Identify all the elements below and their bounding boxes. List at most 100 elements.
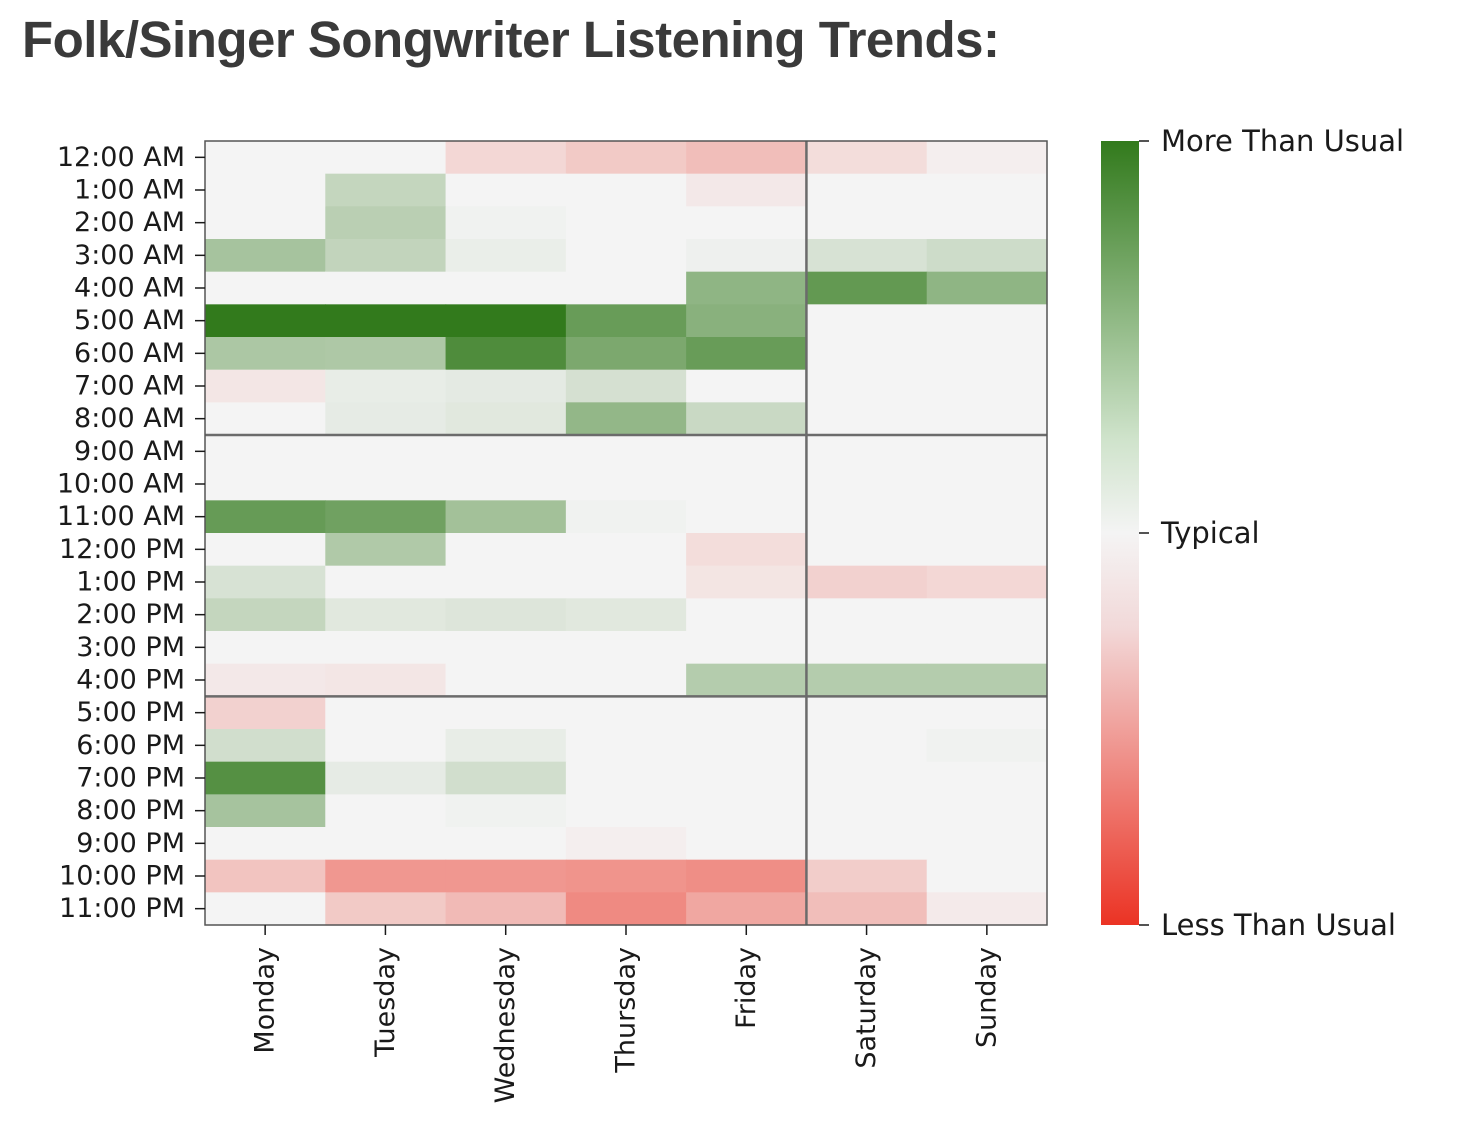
heatmap-cell-friday-3	[686, 239, 808, 273]
colorbar-tick-label: Typical	[1160, 516, 1260, 550]
y-tick-label: 8:00 PM	[76, 795, 185, 826]
x-tick-label: Wednesday	[490, 947, 521, 1103]
heatmap-cell-friday-20	[686, 794, 808, 828]
heatmap-cell-monday-19	[205, 761, 326, 795]
y-tick-label: 1:00 PM	[76, 567, 185, 598]
heatmap-cell-thursday-10	[565, 467, 687, 501]
x-tick-label: Sunday	[971, 947, 1002, 1048]
heatmap-cell-saturday-10	[806, 467, 928, 501]
heatmap-cell-sunday-2	[926, 206, 1048, 240]
heatmap-cell-monday-15	[205, 631, 326, 665]
heatmap-cell-tuesday-20	[325, 794, 447, 828]
heatmap-cell-tuesday-1	[325, 173, 447, 207]
heatmap-cell-friday-18	[686, 729, 808, 763]
heatmap-cell-monday-14	[205, 598, 326, 632]
heatmap-cell-saturday-16	[806, 663, 928, 697]
heatmap-cell-thursday-17	[565, 696, 687, 730]
heatmap-cell-tuesday-6	[325, 337, 447, 371]
heatmap-cell-monday-11	[205, 500, 326, 534]
heatmap-cell-saturday-15	[806, 631, 928, 665]
y-axis: 12:00 AM1:00 AM2:00 AM3:00 AM4:00 AM5:00…	[57, 142, 205, 924]
heatmap-cell-saturday-20	[806, 794, 928, 828]
group-dividers	[205, 141, 1047, 925]
heatmap-cell-saturday-21	[806, 827, 928, 861]
heatmap-cell-friday-23	[686, 892, 808, 926]
heatmap-cell-saturday-23	[806, 892, 928, 926]
heatmap-cell-sunday-20	[926, 794, 1048, 828]
heatmap-cell-monday-3	[205, 239, 326, 273]
y-tick-label: 8:00 AM	[74, 403, 185, 434]
heatmap-cell-monday-5	[205, 304, 326, 338]
heatmap-cell-tuesday-4	[325, 271, 447, 305]
heatmap-cell-tuesday-8	[325, 402, 447, 436]
heatmap-cell-thursday-7	[565, 369, 687, 403]
heatmap-cell-tuesday-19	[325, 761, 447, 795]
heatmap-cell-wednesday-12	[445, 533, 567, 567]
y-tick-label: 3:00 AM	[74, 240, 185, 271]
colorbar-tick-label: Less Than Usual	[1161, 908, 1396, 942]
x-tick-label: Saturday	[851, 947, 882, 1069]
heatmap-cell-tuesday-3	[325, 239, 447, 273]
heatmap-cell-sunday-1	[926, 173, 1048, 207]
heatmap-cell-saturday-6	[806, 337, 928, 371]
heatmap-cell-sunday-22	[926, 859, 1048, 893]
heatmap-cell-friday-16	[686, 663, 808, 697]
heatmap-cell-sunday-18	[926, 729, 1048, 763]
y-tick-label: 10:00 PM	[59, 861, 185, 892]
heatmap-cell-saturday-1	[806, 173, 928, 207]
heatmap-cell-thursday-11	[565, 500, 687, 534]
heatmap-cell-friday-13	[686, 565, 808, 599]
heatmap-cell-monday-8	[205, 402, 326, 436]
heatmap-cell-friday-10	[686, 467, 808, 501]
heatmap-cell-monday-9	[205, 435, 326, 469]
heatmap-cell-wednesday-13	[445, 565, 567, 599]
heatmap-cell-sunday-8	[926, 402, 1048, 436]
heatmap-cell-sunday-16	[926, 663, 1048, 697]
heatmap-cell-sunday-21	[926, 827, 1048, 861]
heatmap-cell-wednesday-6	[445, 337, 567, 371]
heatmap-cell-wednesday-21	[445, 827, 567, 861]
heatmap-cell-wednesday-10	[445, 467, 567, 501]
heatmap-cell-saturday-13	[806, 565, 928, 599]
heatmap-cell-thursday-8	[565, 402, 687, 436]
heatmap-cell-saturday-18	[806, 729, 928, 763]
x-axis: Monday Tuesday Wednesday Thursday Friday Satu…	[250, 925, 1002, 1103]
y-tick-label: 4:00 AM	[74, 273, 185, 304]
heatmap-cell-thursday-21	[565, 827, 687, 861]
heatmap-cell-tuesday-0	[325, 141, 447, 175]
heatmap-cell-sunday-9	[926, 435, 1048, 469]
heatmap-cell-monday-20	[205, 794, 326, 828]
heatmap-cell-wednesday-15	[445, 631, 567, 665]
heatmap-cell-thursday-18	[565, 729, 687, 763]
heatmap-cell-wednesday-22	[445, 859, 567, 893]
heatmap-cell-monday-6	[205, 337, 326, 371]
heatmap-cell-monday-18	[205, 729, 326, 763]
heatmap-cell-thursday-3	[565, 239, 687, 273]
heatmap-cell-thursday-6	[565, 337, 687, 371]
heatmap-cell-wednesday-20	[445, 794, 567, 828]
y-tick-label: 2:00 AM	[74, 207, 185, 238]
heatmap-cell-wednesday-2	[445, 206, 567, 240]
heatmap-cell-thursday-13	[565, 565, 687, 599]
heatmap-cell-saturday-8	[806, 402, 928, 436]
heatmap-cell-sunday-5	[926, 304, 1048, 338]
heatmap-cell-friday-6	[686, 337, 808, 371]
heatmap-cell-thursday-12	[565, 533, 687, 567]
heatmap-cell-friday-0	[686, 141, 808, 175]
heatmap-cell-saturday-19	[806, 761, 928, 795]
heatmap-cell-friday-12	[686, 533, 808, 567]
heatmap-cell-thursday-16	[565, 663, 687, 697]
heatmap-cell-monday-12	[205, 533, 326, 567]
heatmap-cell-wednesday-17	[445, 696, 567, 730]
heatmap-cell-thursday-5	[565, 304, 687, 338]
y-tick-label: 11:00 PM	[59, 893, 185, 924]
heatmap-cell-wednesday-14	[445, 598, 567, 632]
heatmap-cell-tuesday-9	[325, 435, 447, 469]
heatmap-cell-saturday-0	[806, 141, 928, 175]
heatmap-cell-friday-14	[686, 598, 808, 632]
page-title: Folk/Singer Songwriter Listening Trends:	[22, 11, 1000, 68]
heatmap-cell-thursday-20	[565, 794, 687, 828]
heatmap-cell-tuesday-18	[325, 729, 447, 763]
x-tick-label: Monday	[250, 947, 281, 1054]
